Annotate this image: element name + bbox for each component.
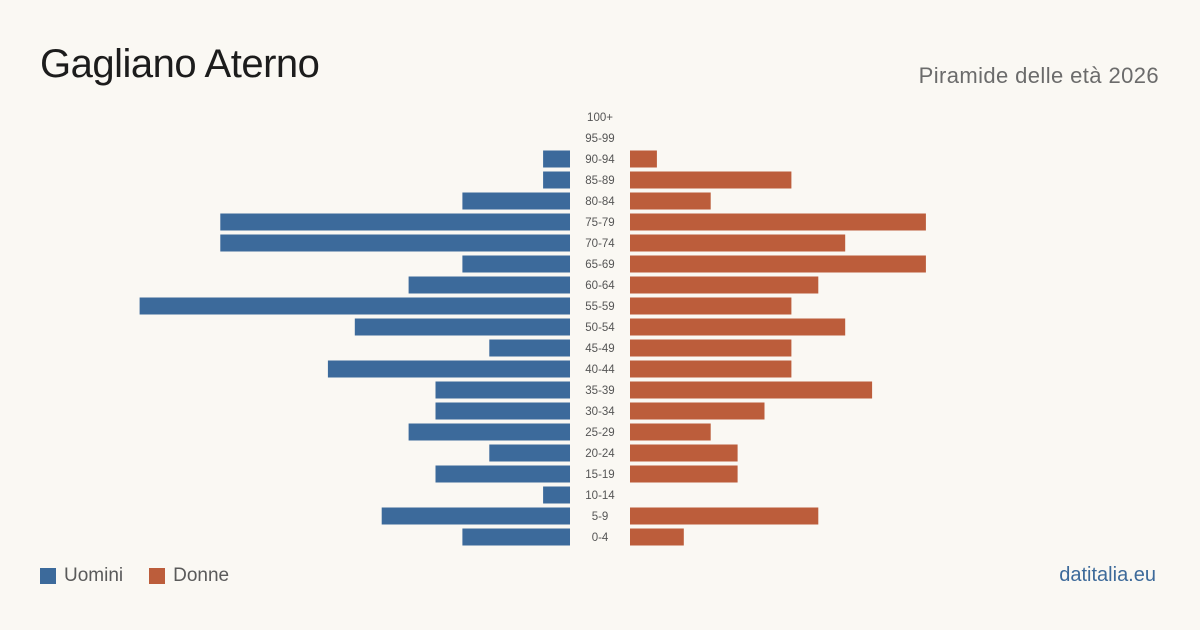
- age-label-90-94: 90-94: [585, 154, 615, 166]
- bar-men-15-19: [435, 465, 570, 483]
- bar-men-85-89: [543, 171, 570, 189]
- bar-men-5-9: [381, 507, 570, 525]
- age-label-85-89: 85-89: [585, 175, 614, 187]
- age-label-70-74: 70-74: [585, 238, 615, 250]
- bar-men-10-14: [543, 486, 570, 504]
- chart-subtitle: Piramide delle età 2026: [918, 63, 1159, 88]
- bar-men-80-84: [462, 192, 570, 210]
- bar-women-40-44: [630, 360, 792, 378]
- bar-men-65-69: [462, 255, 570, 273]
- bar-women-85-89: [630, 171, 792, 189]
- bar-men-25-29: [408, 423, 570, 441]
- bar-men-50-54: [354, 318, 570, 336]
- legend-item-men: Uomini: [40, 566, 123, 585]
- bar-women-0-4: [630, 528, 684, 546]
- site-link[interactable]: datitalia.eu: [1059, 564, 1156, 586]
- legend-item-women: Donne: [149, 566, 229, 585]
- legend-label-women: Donne: [173, 565, 230, 586]
- bar-women-65-69: [630, 255, 926, 273]
- bar-men-60-64: [408, 276, 570, 294]
- legend-swatch-men: [40, 567, 56, 584]
- age-label-0-4: 0-4: [592, 532, 609, 544]
- bar-men-35-39: [435, 381, 570, 399]
- bar-women-75-79: [630, 213, 926, 231]
- bar-men-45-49: [489, 339, 570, 357]
- age-label-25-29: 25-29: [585, 427, 614, 439]
- bar-women-20-24: [630, 444, 738, 462]
- age-label-40-44: 40-44: [585, 364, 615, 376]
- page-title: Gagliano Aterno: [40, 42, 320, 86]
- age-label-45-49: 45-49: [585, 343, 614, 355]
- bar-women-70-74: [630, 234, 846, 252]
- bar-men-70-74: [220, 234, 571, 252]
- age-label-75-79: 75-79: [585, 217, 614, 229]
- bar-women-25-29: [630, 423, 711, 441]
- bar-women-90-94: [630, 150, 657, 168]
- legend-swatch-women: [149, 567, 166, 584]
- bar-men-30-34: [435, 402, 570, 420]
- bar-women-45-49: [630, 339, 792, 357]
- bar-women-55-59: [630, 297, 792, 315]
- age-label-15-19: 15-19: [585, 469, 614, 481]
- bar-men-90-94: [543, 150, 570, 168]
- age-label-50-54: 50-54: [585, 322, 615, 334]
- age-label-60-64: 60-64: [585, 280, 615, 292]
- bar-women-80-84: [630, 192, 711, 210]
- bar-women-35-39: [630, 381, 873, 399]
- age-label-65-69: 65-69: [585, 259, 614, 271]
- age-label-5-9: 5-9: [592, 511, 609, 523]
- bar-men-55-59: [139, 297, 570, 315]
- age-label-80-84: 80-84: [585, 196, 615, 208]
- bar-men-0-4: [462, 528, 570, 546]
- bar-men-75-79: [220, 213, 571, 231]
- bar-women-30-34: [630, 402, 765, 420]
- legend-label-men: Uomini: [64, 565, 124, 586]
- bar-women-5-9: [630, 507, 819, 525]
- age-label-20-24: 20-24: [585, 448, 615, 460]
- age-label-95-99: 95-99: [585, 133, 614, 145]
- bar-men-40-44: [327, 360, 570, 378]
- bar-men-20-24: [489, 444, 570, 462]
- legend: Uomini Donne: [40, 566, 255, 585]
- bar-women-50-54: [630, 318, 846, 336]
- bar-women-60-64: [630, 276, 819, 294]
- age-label-35-39: 35-39: [585, 385, 614, 397]
- age-label-10-14: 10-14: [585, 490, 615, 502]
- age-label-55-59: 55-59: [585, 301, 614, 313]
- bar-women-15-19: [630, 465, 738, 483]
- age-label-100-plus: 100+: [587, 112, 613, 124]
- age-label-30-34: 30-34: [585, 406, 615, 418]
